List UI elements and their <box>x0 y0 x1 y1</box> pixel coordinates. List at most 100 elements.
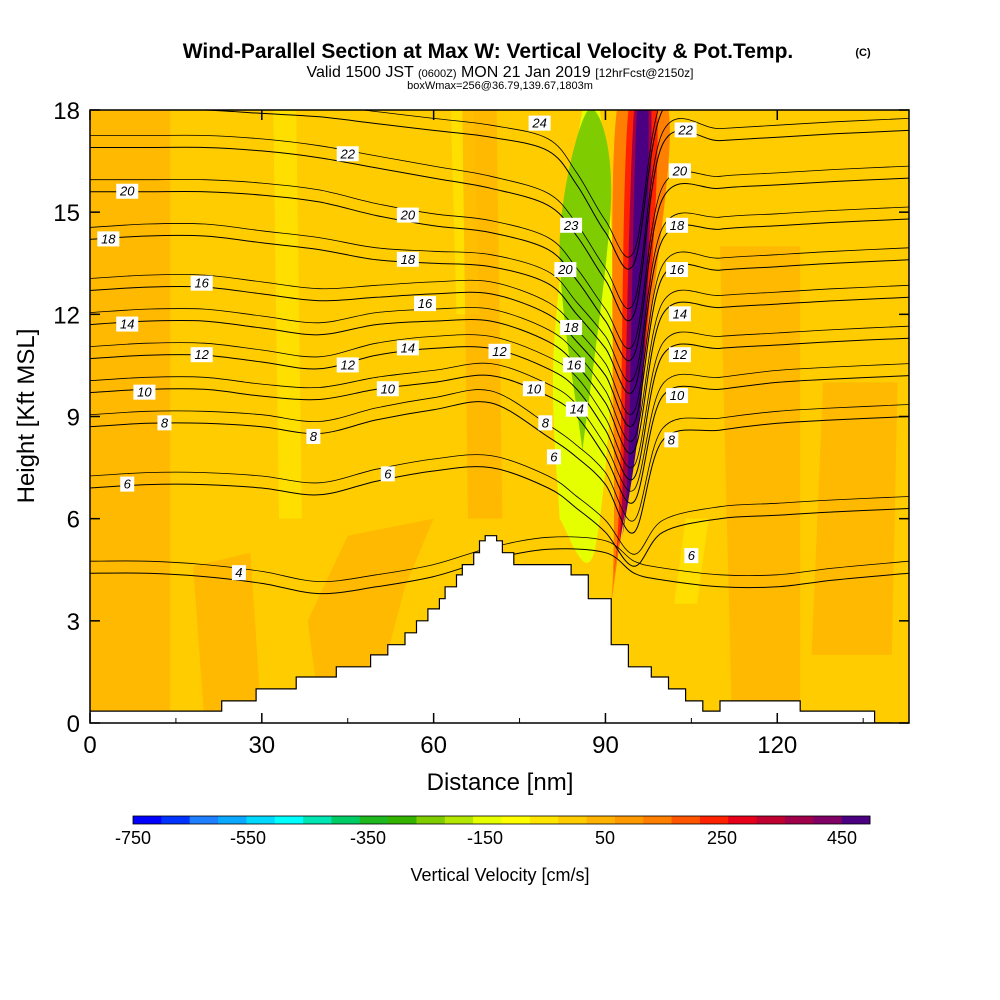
contour-label-text: 14 <box>401 340 415 355</box>
colorbar-swatch <box>841 816 871 824</box>
velocity-band-5 <box>462 110 503 519</box>
contour-label-text: 16 <box>670 262 685 277</box>
theta-contour-minor-12 <box>90 325 909 469</box>
contour-label-0: 20 <box>116 183 139 199</box>
valid-prefix: Valid 1500 JST <box>306 64 414 81</box>
contour-label-box <box>380 466 395 482</box>
contour-label-text: 18 <box>670 218 685 233</box>
contour-label-17: 6 <box>380 466 395 482</box>
x-tick-label: 0 <box>83 732 96 759</box>
theta-contour-minor-20 <box>90 165 909 350</box>
contour-label-5: 10 <box>133 384 156 400</box>
contour-label-26: 8 <box>538 415 553 431</box>
contour-label-text: 16 <box>567 357 582 372</box>
colorbar-swatch <box>728 816 758 824</box>
contour-label-16: 8 <box>306 428 321 444</box>
contour-label-text: 10 <box>527 381 542 396</box>
contour-label-box <box>684 548 699 564</box>
velocity-band-2 <box>307 518 434 706</box>
contour-label-box <box>376 381 399 397</box>
contour-label-box <box>538 415 553 431</box>
plot-area: 20 18 16 14 12 10 8 6 4 22 20 18 16 14 12 10 8 6 24 23 20 18 1… <box>90 110 909 723</box>
y-tick-label: 9 <box>67 405 80 432</box>
contour-label-box <box>522 381 545 397</box>
contour-labels: 20 18 16 14 12 10 8 6 4 22 20 18 16 14 12 10 8 6 24 23 20 18 1… <box>97 115 699 581</box>
colorbar-swatch <box>133 816 162 824</box>
colorbar-swatch <box>331 816 361 824</box>
colorbar-tick-label: -550 <box>230 828 266 848</box>
contour-label-text: 6 <box>688 548 696 563</box>
contour-label-text: 6 <box>384 466 392 481</box>
theta-contour-minor-18 <box>90 206 909 382</box>
contour-label-box <box>666 388 689 404</box>
contour-label-1: 18 <box>97 231 120 247</box>
contour-label-box <box>565 401 588 417</box>
copyright-mark: (C) <box>855 47 871 59</box>
contour-label-text: 8 <box>161 415 169 430</box>
contour-label-box <box>306 428 321 444</box>
colorbar-tick-label: -150 <box>467 828 503 848</box>
contour-label-box <box>116 316 139 332</box>
contour-label-box <box>562 357 585 373</box>
contour-label-text: 12 <box>194 347 209 362</box>
contour-label-box <box>664 432 679 448</box>
contour-label-text: 22 <box>339 146 355 161</box>
contour-label-9: 22 <box>336 146 359 162</box>
contour-label-21: 18 <box>560 319 583 335</box>
valid-date: MON 21 Jan 2019 <box>461 64 591 81</box>
theta-contour-minor-24 <box>360 110 659 258</box>
contour-label-box <box>560 319 583 335</box>
colorbar-swatch <box>246 816 276 824</box>
colorbar-swatch <box>784 816 814 824</box>
contour-label-text: 8 <box>668 432 676 447</box>
contour-label-box <box>666 217 689 233</box>
contour-label-12: 16 <box>414 296 437 312</box>
contour-label-13: 14 <box>396 340 419 356</box>
theta-contour-8 <box>90 401 909 534</box>
y-tick-label: 6 <box>67 507 80 534</box>
theta-contour-24 <box>90 110 909 270</box>
theta-contour-minor-16 <box>90 247 909 415</box>
colorbar-swatch <box>274 816 304 824</box>
contour-label-14: 12 <box>336 357 359 373</box>
colorbar-tick-label: -750 <box>115 828 151 848</box>
velocity-updraft-core <box>622 110 649 536</box>
contour-label-19: 23 <box>560 217 583 233</box>
contour-label-text: 8 <box>310 429 318 444</box>
contour-label-text: 14 <box>673 306 687 321</box>
contour-label-22: 16 <box>562 357 585 373</box>
colorbar-swatch <box>813 816 843 824</box>
contour-label-text: 22 <box>677 122 693 137</box>
contour-label-box <box>668 306 691 322</box>
contour-label-box <box>674 122 697 138</box>
contour-label-18: 24 <box>528 115 551 131</box>
colorbar-swatch <box>586 816 616 824</box>
contour-label-text: 8 <box>542 415 550 430</box>
contour-label-box <box>157 415 172 431</box>
y-tick-label: 15 <box>53 200 80 227</box>
contour-label-text: 20 <box>400 208 416 223</box>
contour-label-box <box>554 262 577 278</box>
colorbar-swatch <box>444 816 474 824</box>
colorbar-swatch <box>558 816 588 824</box>
colorbar-swatch <box>501 816 531 824</box>
terrain-mask <box>90 535 892 723</box>
contour-label-box <box>488 343 511 359</box>
colorbar-swatch <box>643 816 673 824</box>
velocity-band-0 <box>90 110 171 723</box>
contour-label-box <box>396 251 419 267</box>
contour-label-text: 14 <box>120 317 134 332</box>
contour-label-box <box>560 217 583 233</box>
contour-label-10: 20 <box>396 207 419 223</box>
contour-label-box <box>190 347 213 363</box>
contour-label-box <box>396 207 419 223</box>
colorbar-swatch <box>416 816 446 824</box>
contour-label-text: 10 <box>381 381 396 396</box>
contour-label-box <box>120 476 135 492</box>
colorbar-swatch <box>359 816 389 824</box>
contour-label-27: 6 <box>546 449 561 465</box>
contour-label-text: 18 <box>564 320 579 335</box>
contour-label-text: 6 <box>124 477 132 492</box>
contour-label-text: 12 <box>492 344 507 359</box>
contour-label-text: 23 <box>563 218 579 233</box>
